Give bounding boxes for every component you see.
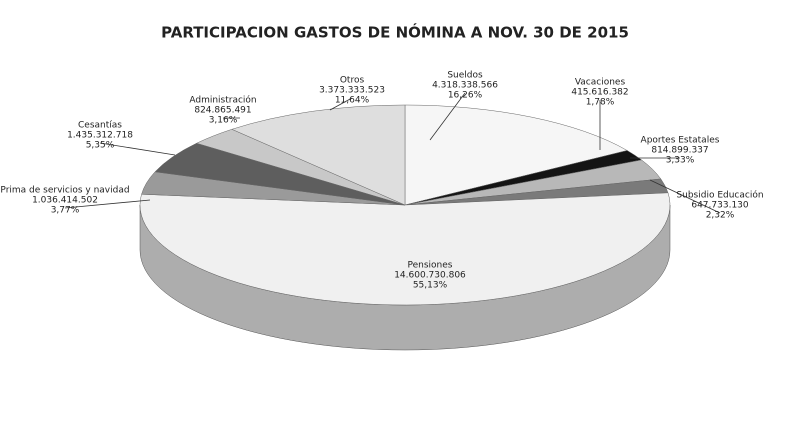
slice-label: Prima de servicios y navidad: [0, 186, 129, 196]
leader-line: [329, 97, 353, 111]
slice-label: Vacaciones: [575, 78, 626, 88]
amount-label: 1.435.312.718: [67, 131, 133, 141]
slice-label: Pensiones: [408, 261, 453, 271]
slice-label: Sueldos: [447, 71, 483, 81]
slice: [139, 192, 671, 306]
amount-label: 415.616.382: [571, 88, 628, 98]
amount-label: 647.733.130: [691, 201, 749, 211]
value-label: 16,26%: [448, 91, 483, 101]
chart-title: PARTICIPACION GASTOS DE NÓMINA A NOV. 30…: [161, 23, 629, 42]
slice-label: Administración: [189, 95, 256, 106]
leader-line: [429, 92, 466, 141]
value-label: 3,33%: [666, 156, 695, 166]
value-label: 3,16%: [209, 116, 238, 126]
amount-label: 1.036.414.502: [32, 196, 98, 206]
amount-label: 14.600.730.806: [394, 271, 466, 281]
leader-line: [649, 179, 721, 214]
value-label: 11,64%: [335, 96, 370, 106]
amount-label: 3.373.333.523: [319, 86, 385, 96]
amount-label: 4.318.338.566: [432, 81, 498, 91]
value-label: 3,77%: [51, 206, 80, 216]
leader-line: [99, 142, 176, 156]
amount-label: 824.865.491: [194, 106, 251, 116]
slice: [231, 104, 406, 206]
slice-label: Otros: [340, 76, 365, 86]
slice: [404, 104, 628, 206]
slice-label: Aportes Estatales: [641, 136, 720, 146]
value-label: 55,13%: [413, 281, 448, 291]
amount-label: 814.899.337: [651, 146, 708, 156]
slice-label: Cesantías: [78, 121, 122, 131]
value-label: 1,78%: [586, 98, 615, 108]
value-label: 2,32%: [706, 211, 735, 221]
leader-line: [64, 199, 151, 209]
slice-label: Subsidio Educación: [676, 190, 763, 201]
value-label: 5,35%: [86, 141, 115, 151]
tops: [139, 104, 671, 306]
